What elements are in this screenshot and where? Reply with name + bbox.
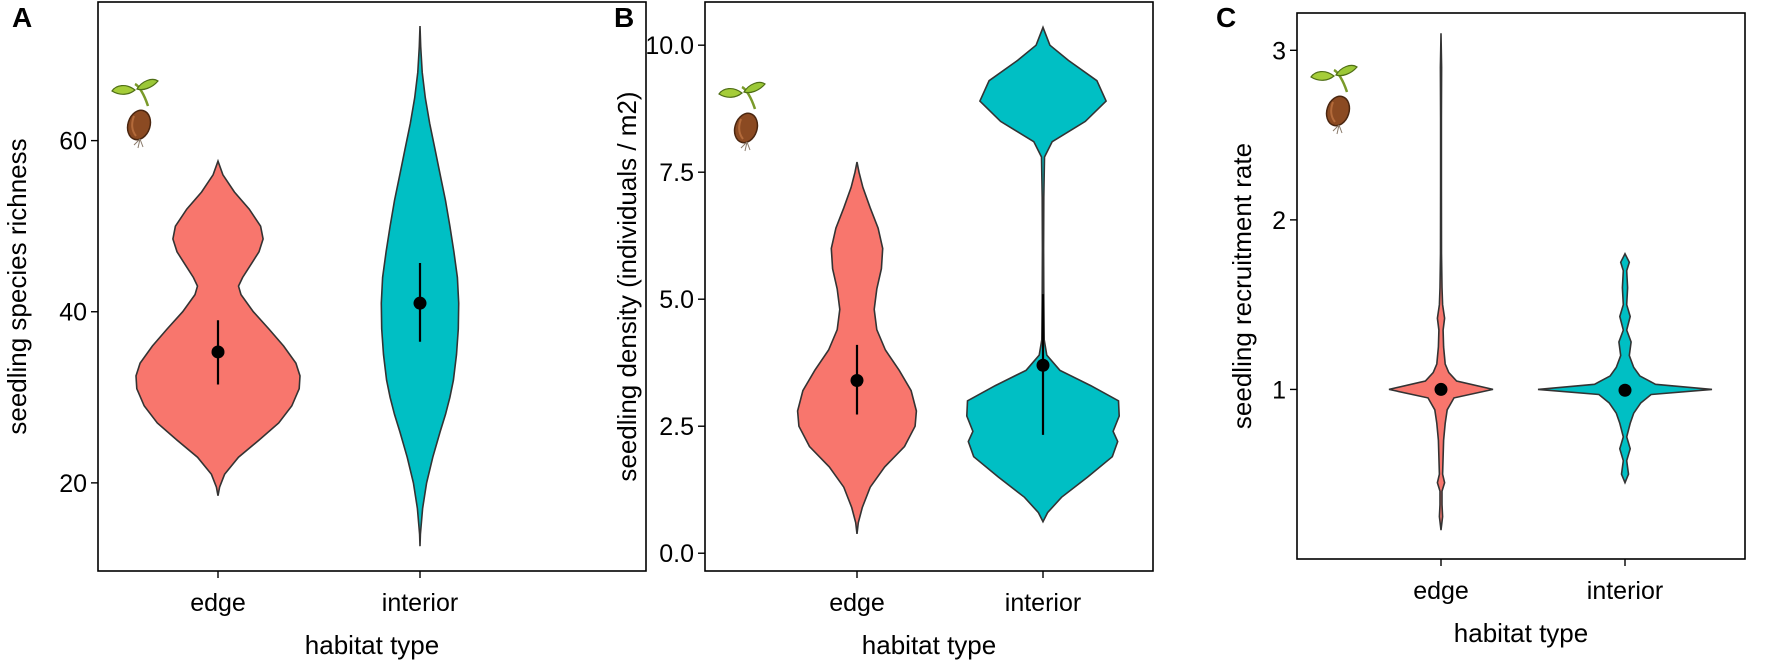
- violin-interior: [1537, 252, 1713, 485]
- y-tick-label: 60: [59, 128, 87, 156]
- y-tick-label: 20: [59, 470, 87, 498]
- y-tick-label: 2: [1272, 207, 1286, 235]
- x-tick-label: interior: [1005, 589, 1081, 617]
- x-tick-label: edge: [829, 589, 885, 617]
- chart-panel-b: B 0.0 2.5 5.0 7.5 10.0 seedling density (indiv…: [612, 1, 1154, 660]
- x-tick-label: edge: [190, 589, 246, 617]
- x-axis-label: habitat type: [862, 630, 996, 660]
- y-tick-label: 7.5: [659, 159, 694, 187]
- mean-point-edge: [1434, 382, 1448, 396]
- plot-frame: [1296, 12, 1746, 560]
- x-tick-label: interior: [1587, 577, 1663, 605]
- y-axis-label: seedling density (individuals / m2): [612, 91, 642, 481]
- y-axis-label: seedling species richness: [2, 138, 32, 434]
- y-tick-label: 40: [59, 299, 87, 327]
- y-tick-label: 2.5: [659, 413, 694, 441]
- plot-frame: [704, 1, 1154, 572]
- panel-letter: C: [1216, 2, 1236, 33]
- seedling-icon: [1310, 64, 1358, 135]
- violin-interior: [965, 25, 1121, 524]
- chart-panel-c: C 1 2 3 seedling recruitment rate edge interio…: [1216, 2, 1746, 648]
- y-tick-label: 10.0: [645, 32, 694, 60]
- mean-point-interior: [413, 296, 427, 310]
- seedling-icon: [111, 78, 159, 149]
- panel-letter: A: [12, 2, 32, 33]
- seedling-icon: [718, 81, 766, 152]
- y-tick-label: 0.0: [659, 540, 694, 568]
- x-axis-label: habitat type: [305, 630, 439, 660]
- y-tick-label: 1: [1272, 376, 1286, 404]
- violin-edge: [1388, 33, 1494, 531]
- plot-frame: [97, 1, 647, 572]
- x-axis-label: habitat type: [1454, 618, 1588, 648]
- x-tick-label: edge: [1413, 577, 1469, 605]
- panel-letter: B: [614, 2, 634, 33]
- y-tick-label: 3: [1272, 37, 1286, 65]
- mean-point-edge: [211, 345, 225, 359]
- y-tick-label: 5.0: [659, 286, 694, 314]
- x-tick-label: interior: [382, 589, 458, 617]
- mean-point-interior: [1618, 383, 1632, 397]
- y-axis-label: seedling recruitment rate: [1227, 143, 1257, 429]
- mean-point-edge: [850, 373, 864, 387]
- chart-panel-a: A 20 40 60 seedling species richness edge inte…: [2, 1, 647, 660]
- mean-point-interior: [1036, 358, 1050, 372]
